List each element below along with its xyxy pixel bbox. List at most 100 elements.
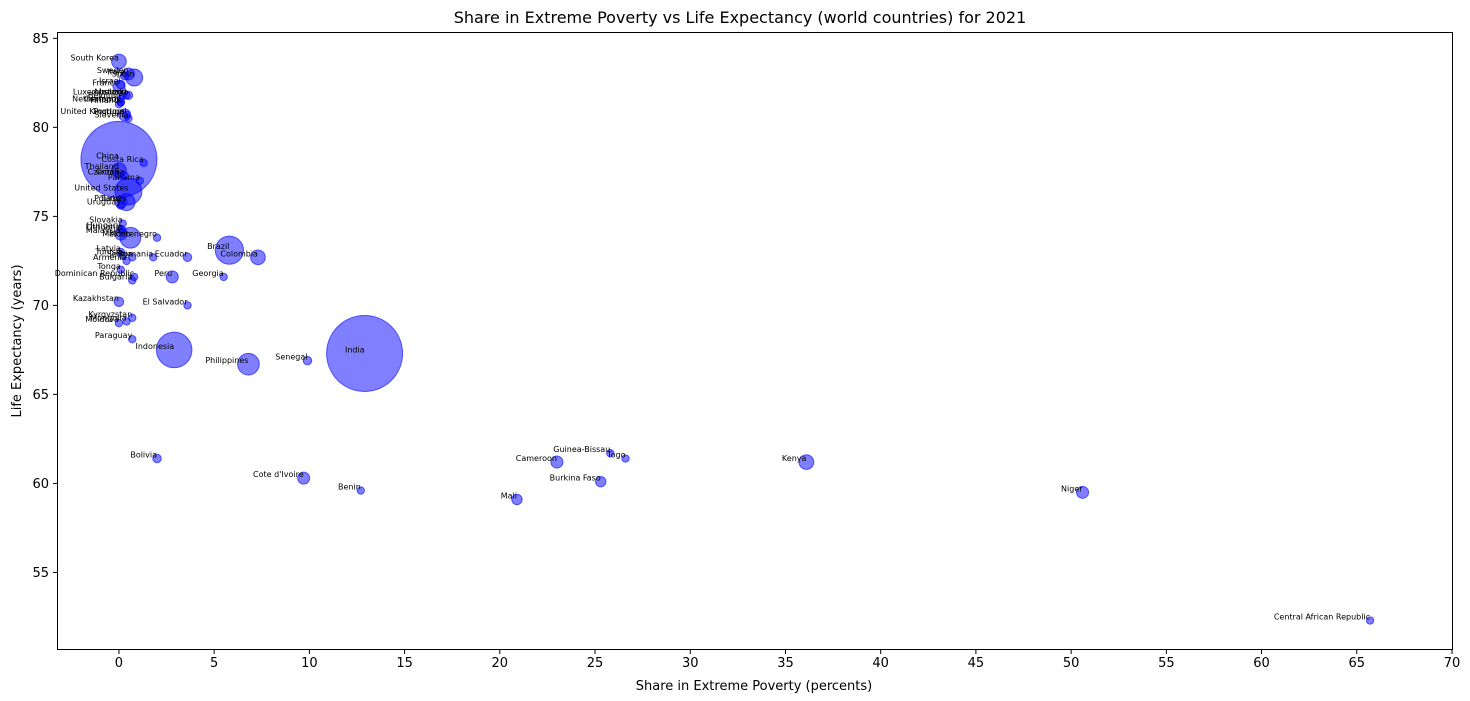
x-tick-label: 20 [492,656,509,671]
x-axis-ticks: 0 5 10 15 20 25 30 35 40 45 50 55 60 65 70 [115,649,1460,671]
plot-area-frame [57,32,1453,650]
point-label: Togo [606,451,626,460]
x-tick-label: 45 [968,656,985,671]
y-tick-label: 85 [32,32,49,47]
point-label: Cameroon [516,454,557,463]
data-point [297,471,311,485]
point-label: Netherlands [72,94,121,103]
point-label: Mongolia [90,313,126,322]
chart-title: Share in Extreme Poverty vs Life Expecta… [454,8,1027,27]
x-tick-label: 15 [396,656,413,671]
x-tick-label: 25 [587,656,604,671]
data-point [606,448,615,458]
point-label: Montenegro [109,230,157,239]
data-point [135,176,145,185]
x-tick-label: 50 [1063,656,1080,671]
data-point [119,70,130,81]
point-label: Turkey [100,194,127,203]
point-label: Benin [338,483,361,492]
point-label: South Korea [70,53,119,62]
data-point [114,319,124,328]
point-label: Cote d'Ivoire [253,470,304,479]
data-point [155,331,193,369]
data-point [116,201,126,210]
point-label: Costa Rica [101,155,143,164]
data-point [550,455,564,469]
point-label: Belgium [88,91,121,100]
point-label: Italy [107,68,125,77]
point-label: Ecuador [155,249,188,258]
data-point [111,53,127,70]
points-layer [80,53,1375,625]
data-point [128,276,137,285]
y-tick-label: 60 [32,477,49,492]
data-point [122,317,131,326]
data-point [118,226,127,235]
point-label: Germany [84,94,121,103]
point-label: Israel [99,77,121,86]
data-point [219,272,228,282]
point-label: Colombia [220,249,258,258]
data-point [128,335,137,344]
x-tick-label: 70 [1444,656,1461,671]
point-label: Guinea-Bissau [553,445,610,454]
data-point [116,265,126,274]
point-label: Tonga [96,262,121,271]
point-label: United States [74,183,128,192]
point-label: Portugal [93,107,126,116]
y-axis-title: Life Expectancy (years) [10,264,25,417]
point-label: Hungary [87,221,121,230]
point-label: Niger [1061,484,1083,493]
data-point [595,475,607,488]
point-label: Moldova [85,315,119,324]
x-tick-label: 5 [210,656,218,671]
x-tick-label: 10 [301,656,318,671]
data-point [116,98,126,107]
point-label: Armenia [93,253,127,262]
point-label: Slovakia [89,215,123,224]
y-tick-label: 70 [32,299,49,314]
x-tick-label: 35 [777,656,794,671]
point-label: Luxembourg [73,87,123,96]
point-label: Romania [118,249,153,258]
y-axis-ticks: 55 60 65 70 75 80 85 [32,32,58,581]
point-label: India [345,345,365,354]
data-point [1076,485,1090,499]
x-tick-label: 55 [1158,656,1175,671]
data-point [116,79,126,90]
point-label: Ireland [99,87,127,96]
point-label: Kyrgyzstan [88,310,132,319]
data-point [356,486,365,495]
point-label: Malaysia [86,226,121,235]
point-label: Kenya [782,454,807,463]
point-label: Poland [94,194,121,203]
x-tick-label: 40 [872,656,889,671]
point-label: El Salvador [143,297,189,306]
data-point [511,493,523,506]
point-label: United Kingdom [60,107,124,116]
data-point [149,253,158,262]
data-point [250,249,266,266]
point-label: Mexico [102,230,130,239]
point-label: Panama [108,173,140,182]
point-label: Latvia [96,244,120,253]
data-point [122,256,131,266]
point-label: Sweden [97,66,129,75]
point-label: Burkina Faso [550,474,601,483]
point-label: Brazil [207,242,229,251]
point-label: Paraguay [95,331,133,340]
point-label: China [96,151,119,160]
data-point [114,171,124,180]
point-label: Indonesia [135,342,174,351]
point-label: Croatia [96,167,125,176]
point-label: Thailand [84,162,119,171]
data-point [621,454,630,463]
x-tick-label: 0 [115,656,123,671]
point-label: Bolivia [130,451,157,460]
point-label: Kazakhstan [73,294,119,303]
point-label: Tunisia [94,248,122,257]
data-point [152,453,162,464]
x-tick-label: 30 [682,656,699,671]
data-point [214,235,244,265]
